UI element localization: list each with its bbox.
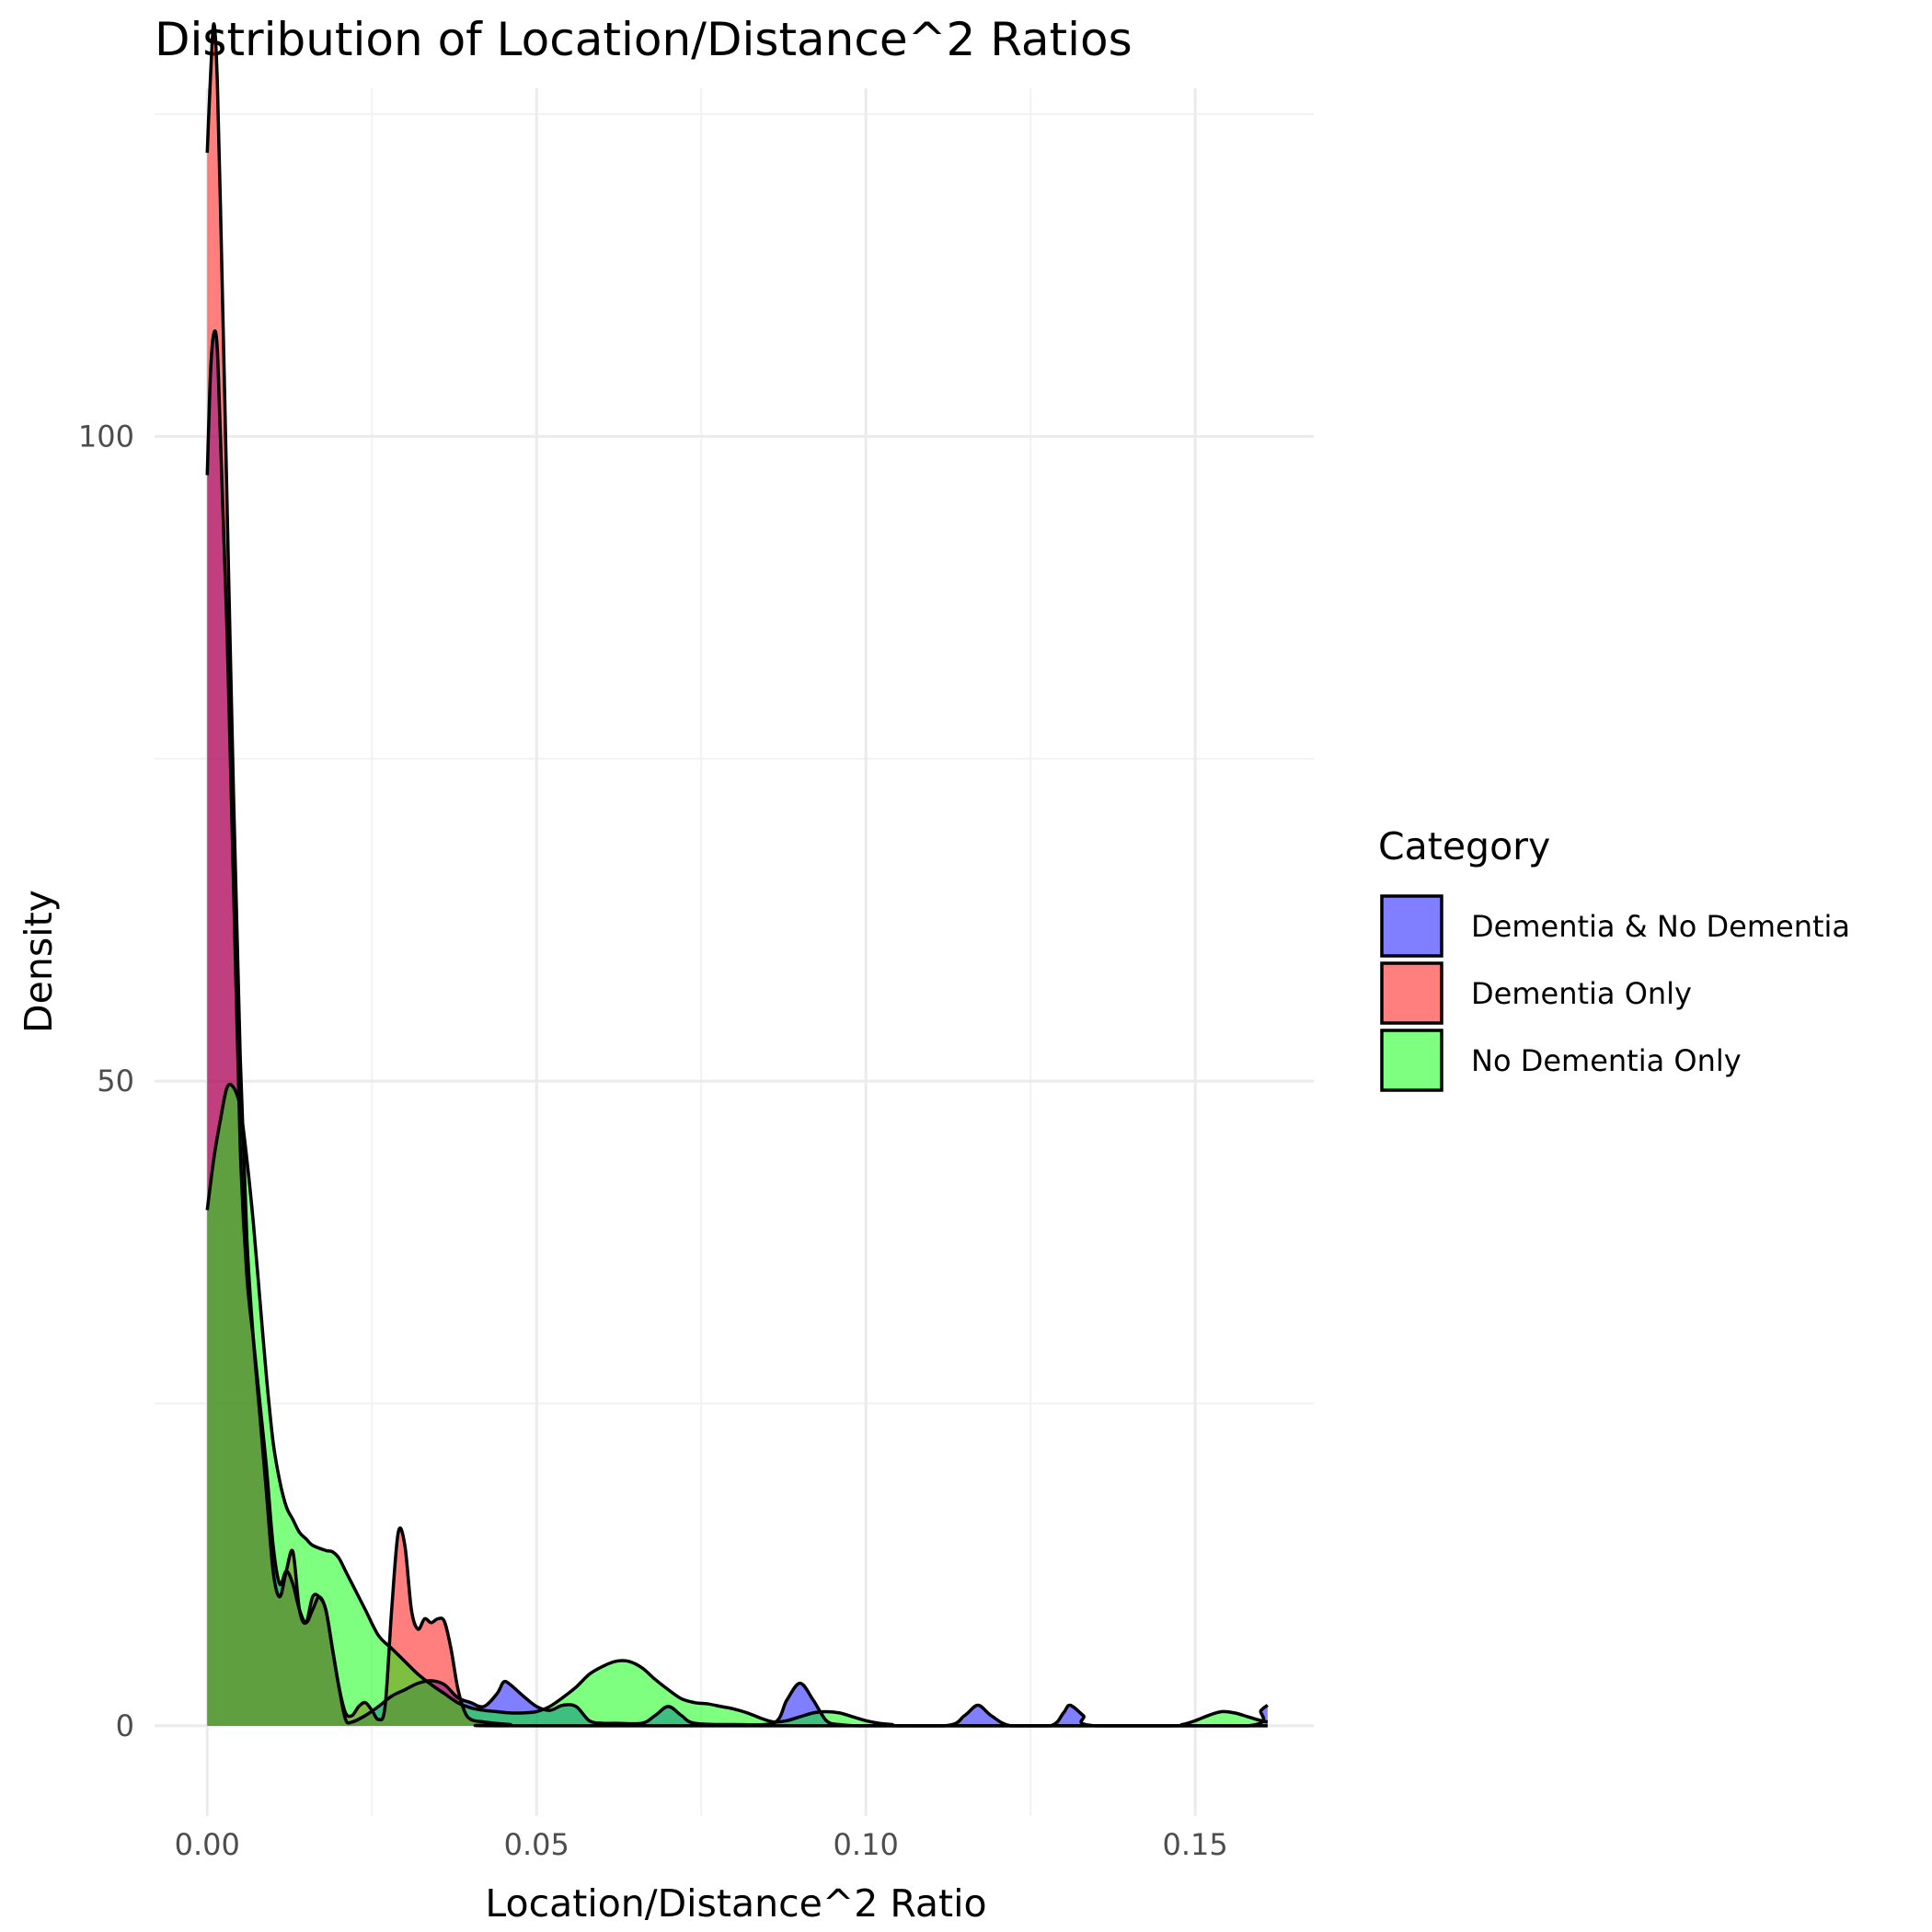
legend-title: Category	[1378, 824, 1550, 868]
legend-item-dementia-only: Dementia Only	[1380, 961, 1692, 1025]
density-area-no-dementia-only	[207, 1084, 1268, 1726]
y-tick-label: 50	[97, 1064, 134, 1098]
x-tick-label: 0.10	[834, 1827, 899, 1862]
legend-item-dementia-no-dementia: Dementia & No Dementia	[1380, 894, 1850, 958]
legend: Category Dementia & No DementiaDementia …	[1378, 824, 1850, 1092]
legend-label: Dementia Only	[1471, 976, 1692, 1011]
y-axis-title: Density	[17, 890, 61, 1033]
density-line-dementia-only	[205, 22, 1268, 1728]
x-axis-ticks: 0.00 0.05 0.10 0.15	[175, 1827, 1228, 1862]
density-line-no-dementia-only	[205, 1082, 1269, 1728]
chart-title: Distribution of Location/Distance^2 Rati…	[155, 13, 1133, 66]
y-tick-label: 100	[78, 419, 134, 454]
x-tick-label: 0.05	[504, 1827, 569, 1862]
legend-swatch	[1380, 1029, 1443, 1092]
density-line-dementia-no-dementia	[205, 328, 1269, 1728]
x-tick-label: 0.00	[175, 1827, 240, 1862]
density-area-dementia-only	[207, 23, 1268, 1726]
x-axis-title: Location/Distance^2 Ratio	[485, 1881, 986, 1926]
legend-items: Dementia & No Dementia Dementia Only No De…	[1380, 894, 1850, 1092]
legend-label: Dementia & No Dementia	[1471, 909, 1850, 944]
y-tick-label: 0	[116, 1708, 134, 1743]
y-axis-ticks: 0 50 100	[78, 419, 134, 1742]
density-area-dementia-no-dementia	[207, 330, 1268, 1726]
legend-label: No Dementia Only	[1471, 1043, 1742, 1078]
legend-item-no-dementia-only: No Dementia Only	[1380, 1029, 1742, 1092]
legend-swatch	[1380, 961, 1443, 1025]
density-areas	[207, 23, 1268, 1726]
legend-swatch	[1380, 894, 1443, 958]
x-tick-label: 0.15	[1163, 1827, 1228, 1862]
density-lines	[205, 22, 1269, 1728]
plot-panel	[155, 22, 1314, 1816]
